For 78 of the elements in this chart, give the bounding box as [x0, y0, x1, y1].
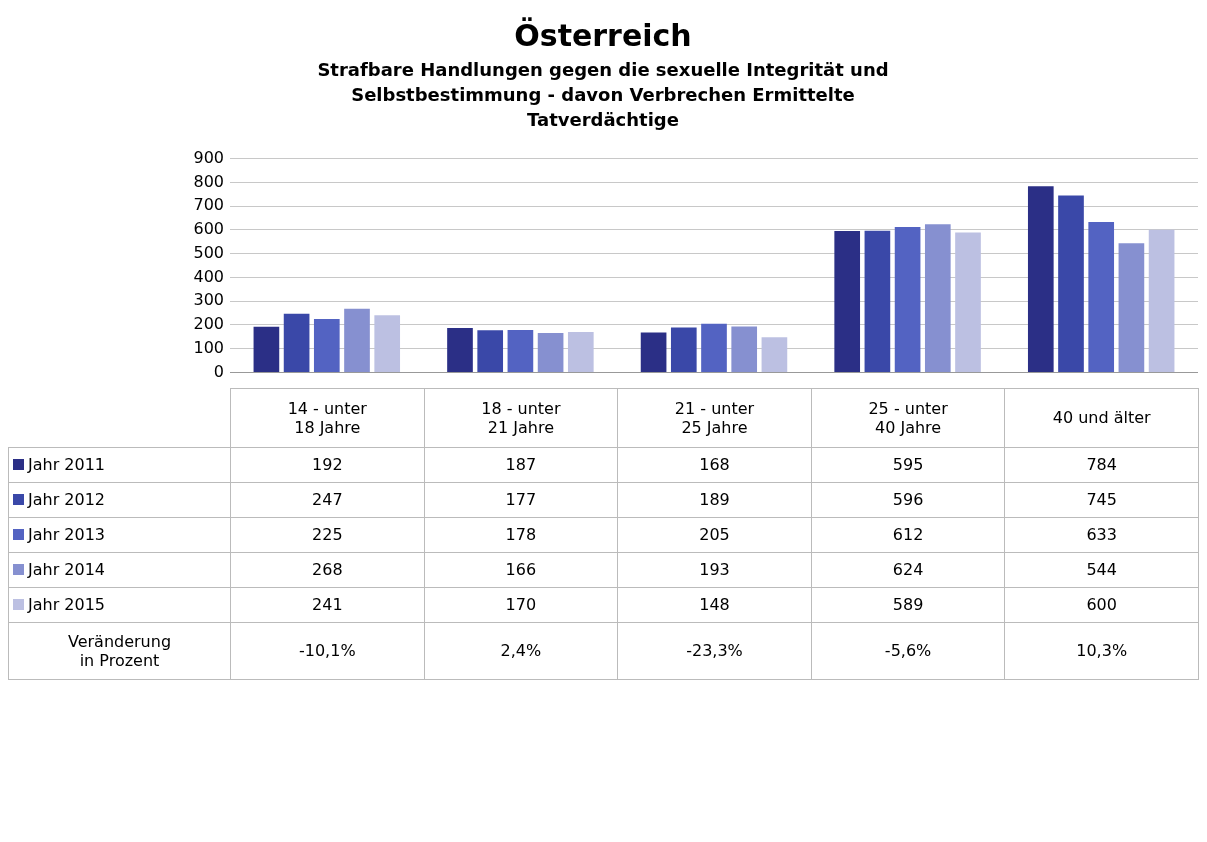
bar — [924, 223, 951, 372]
y-tick-label: 900 — [193, 147, 224, 167]
data-label: 193 — [617, 552, 812, 588]
bar — [701, 323, 727, 372]
x-tick-label: 14 - unter 18 Jahre — [230, 388, 425, 448]
bar — [731, 326, 758, 372]
bar — [344, 308, 370, 372]
y-tick-label: 300 — [193, 289, 224, 309]
y-tick-label: 700 — [193, 194, 224, 214]
bar — [1027, 185, 1054, 372]
bar — [761, 336, 788, 372]
y-tick-label: 500 — [193, 242, 224, 262]
text: -10,1% — [230, 622, 425, 680]
bar — [640, 332, 667, 372]
x-tick-label: 40 und älter — [1004, 388, 1199, 448]
y-tick-label: 800 — [193, 171, 224, 191]
bar — [447, 327, 473, 372]
bar — [1058, 194, 1084, 372]
y-tick-label: 600 — [193, 218, 224, 238]
text: -5,6% — [811, 622, 1005, 680]
data-label: 633 — [1004, 517, 1199, 553]
legend-label: Jahr 2014 — [8, 552, 231, 588]
y-tick-label: 100 — [193, 337, 224, 357]
data-label: 589 — [811, 587, 1005, 623]
bar — [537, 332, 564, 372]
x-tick-label: 18 - unter 21 Jahre — [424, 388, 618, 448]
legend-label: Jahr 2012 — [8, 482, 231, 518]
data-label: 268 — [230, 552, 425, 588]
bar — [477, 329, 504, 372]
y-tick-label: 400 — [193, 266, 224, 286]
data-label: 166 — [424, 552, 618, 588]
y-tick-label: 0 — [213, 361, 224, 381]
bar — [1118, 242, 1145, 372]
data-label: 624 — [811, 552, 1005, 588]
legend-label: Jahr 2015 — [8, 587, 231, 623]
text: -23,3% — [617, 622, 812, 680]
bar — [567, 331, 594, 372]
bar — [864, 230, 891, 372]
bar — [374, 314, 401, 372]
data-label: 148 — [617, 587, 812, 623]
bar — [1088, 221, 1115, 372]
bar — [955, 232, 981, 372]
x-tick-label: 25 - unter 40 Jahre — [811, 388, 1005, 448]
data-label: 225 — [230, 517, 425, 553]
data-label: 596 — [811, 482, 1005, 518]
legend-label: Jahr 2011 — [8, 447, 231, 483]
chart-subtitle: Strafbare Handlungen gegen die sexuelle Integrität und Selbstbestimmung - davon Verbrechen Ermittelte Tatverdächtige — [316, 58, 890, 133]
chart-title: Österreich — [513, 18, 693, 53]
data-label: 189 — [617, 482, 812, 518]
bar — [834, 230, 861, 372]
text: 10,3% — [1004, 622, 1199, 680]
data-label: 241 — [230, 587, 425, 623]
bar — [894, 226, 921, 372]
text: 2,4% — [424, 622, 618, 680]
data-label: 170 — [424, 587, 618, 623]
bar — [313, 318, 340, 372]
data-label: 612 — [811, 517, 1005, 553]
data-label: 168 — [617, 447, 812, 483]
y-tick-label: 200 — [193, 313, 224, 333]
data-label: 205 — [617, 517, 812, 553]
data-label: 600 — [1004, 587, 1199, 623]
legend-label: Jahr 2013 — [8, 517, 231, 553]
bar — [1148, 229, 1175, 372]
data-label: 544 — [1004, 552, 1199, 588]
data-label: 784 — [1004, 447, 1199, 483]
data-label: 187 — [424, 447, 618, 483]
bar — [670, 327, 697, 372]
data-label: 178 — [424, 517, 618, 553]
bar — [507, 329, 534, 372]
data-label: 177 — [424, 482, 618, 518]
x-tick-label: 21 - unter 25 Jahre — [617, 388, 812, 448]
data-label: 745 — [1004, 482, 1199, 518]
data-label: 595 — [811, 447, 1005, 483]
text: Veränderung in Prozent — [8, 622, 231, 680]
data-label: 192 — [230, 447, 425, 483]
bar — [283, 313, 310, 372]
bar — [253, 326, 280, 372]
data-label: 247 — [230, 482, 425, 518]
